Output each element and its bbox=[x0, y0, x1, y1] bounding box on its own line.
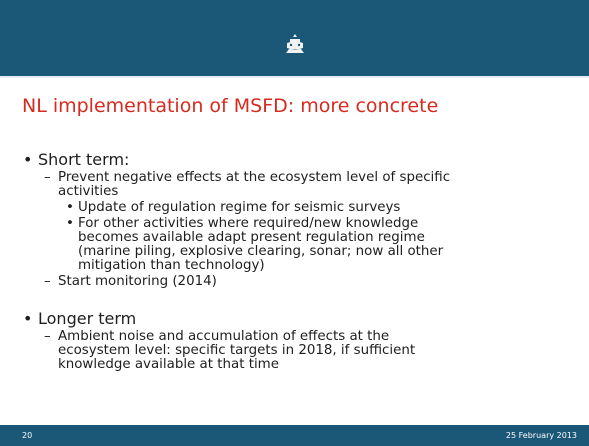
bullet-text: activities bbox=[58, 184, 119, 199]
bullet-text: becomes available adapt present regulati… bbox=[78, 230, 425, 245]
slide-body: Short term:Prevent negative effects at t… bbox=[0, 150, 589, 372]
bullet-text: Ambient noise and accumulation of effect… bbox=[58, 329, 390, 344]
bullet-item: Ambient noise and accumulation of effect… bbox=[38, 330, 589, 372]
bullet-text: mitigation than technology) bbox=[78, 258, 265, 273]
bullet-text: Short term: bbox=[38, 150, 130, 169]
bullet-item: For other activities where required/new … bbox=[58, 217, 589, 273]
emblem bbox=[286, 34, 304, 53]
slide-number: 20 bbox=[22, 431, 33, 440]
footer-band: 20 25 February 2013 bbox=[0, 425, 589, 446]
bullet-text: ecosystem level: specific targets in 201… bbox=[58, 343, 416, 358]
header-rule bbox=[0, 76, 589, 78]
header-band bbox=[0, 0, 589, 76]
bullet-text: For other activities where required/new … bbox=[78, 216, 419, 231]
bullet-item: Short term:Prevent negative effects at t… bbox=[0, 150, 589, 289]
bullet-item: Longer termAmbient noise and accumulatio… bbox=[0, 309, 589, 372]
bullet-text: Update of regulation regime for seismic … bbox=[78, 200, 401, 215]
bullet-text: Longer term bbox=[38, 309, 137, 328]
bullet-text: knowledge available at that time bbox=[58, 357, 279, 372]
bullet-text: Prevent negative effects at the ecosyste… bbox=[58, 170, 451, 185]
bullet-item: Update of regulation regime for seismic … bbox=[58, 200, 589, 216]
bullet-text: (marine piling, explosive clearing, sona… bbox=[78, 244, 444, 259]
footer-date: 25 February 2013 bbox=[505, 431, 577, 440]
bullet-item: Start monitoring (2014) bbox=[38, 274, 589, 290]
slide-title: NL implementation of MSFD: more concrete bbox=[22, 95, 439, 117]
bullet-item: Prevent negative effects at the ecosyste… bbox=[38, 171, 589, 273]
bullet-text: Start monitoring (2014) bbox=[58, 274, 217, 289]
